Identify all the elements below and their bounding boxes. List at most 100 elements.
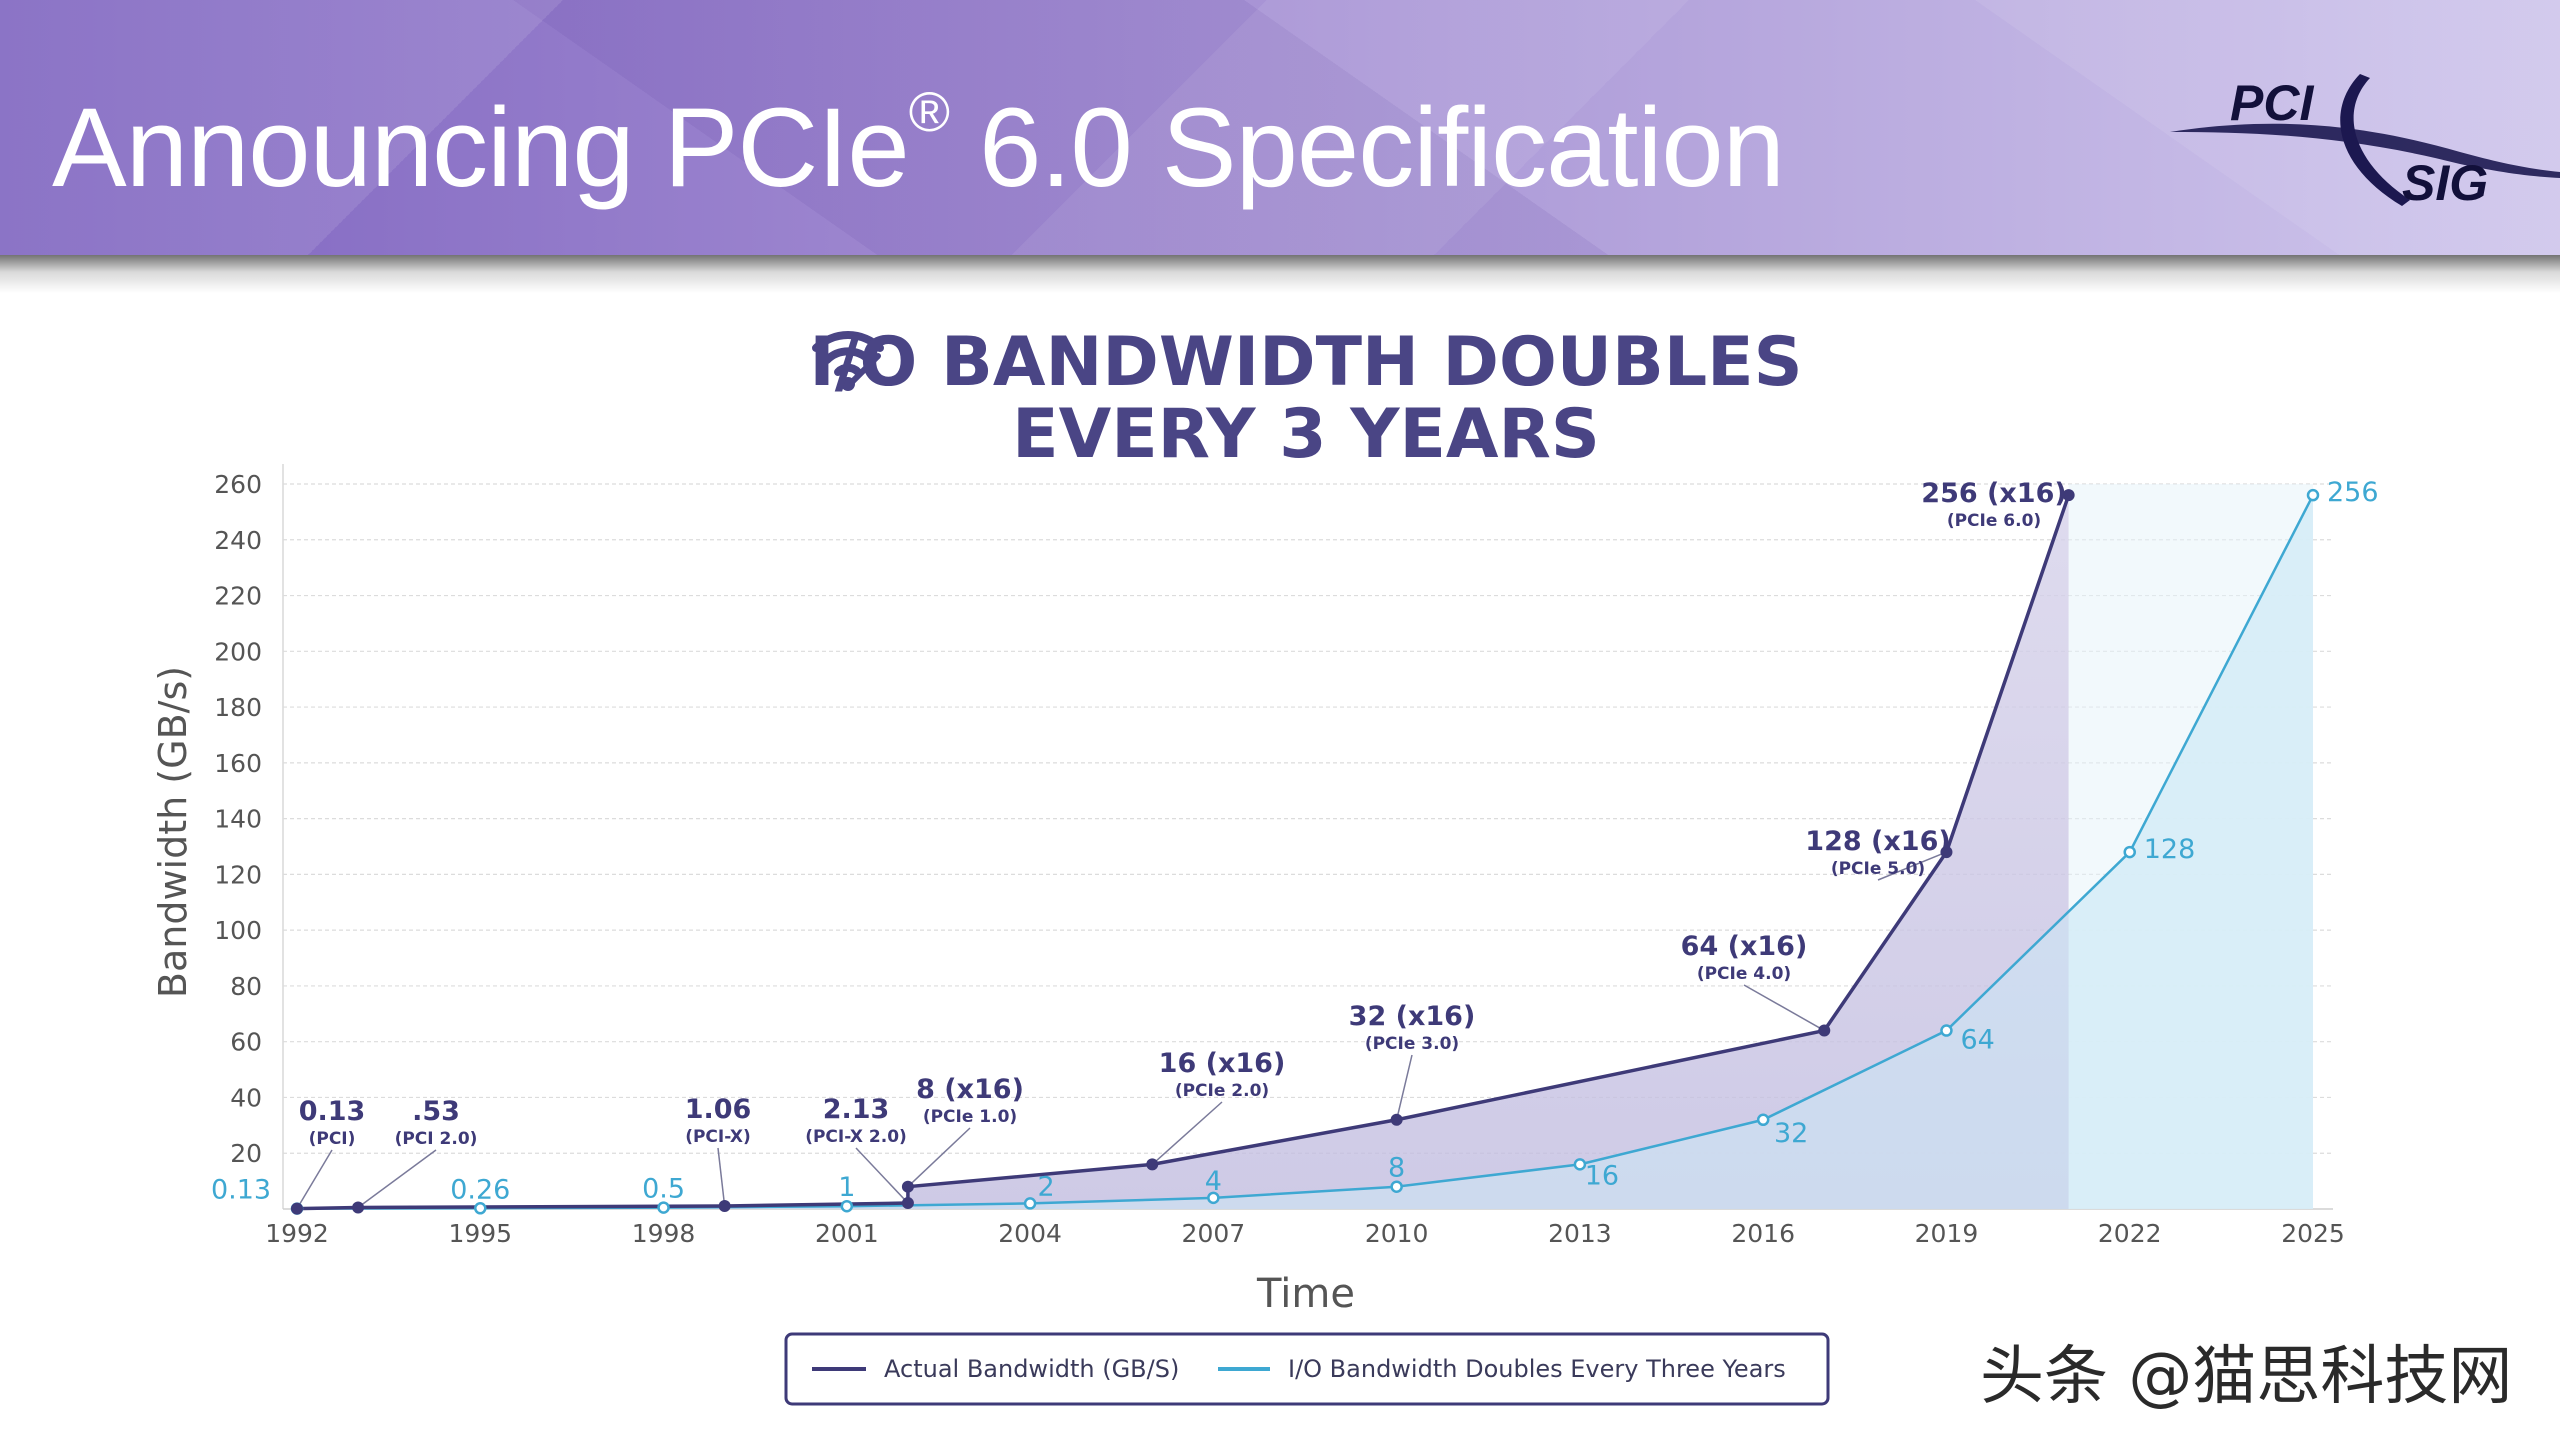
y-tick-label: 120 — [214, 860, 262, 889]
logo-text-bottom: SIG — [2402, 155, 2488, 211]
data-label-actual: 16 (x16) — [1159, 1048, 1286, 1079]
data-label-actual: 64 (x16) — [1681, 931, 1808, 962]
data-label-actual-sub: (PCI 2.0) — [395, 1129, 478, 1149]
data-label-doubling: 16 — [1585, 1160, 1619, 1191]
data-label-doubling: 0.5 — [642, 1174, 685, 1205]
data-label-doubling: 8 — [1388, 1153, 1405, 1184]
y-tick-label: 240 — [214, 526, 262, 555]
chart-title-line1: I/O BANDWIDTH DOUBLES — [809, 323, 1802, 402]
point-actual — [352, 1201, 365, 1214]
data-label-actual: 2.13 — [823, 1094, 890, 1125]
x-tick-label: 2001 — [815, 1219, 879, 1248]
y-tick-label: 140 — [214, 805, 262, 834]
leader-line — [855, 1147, 909, 1204]
leader-line — [296, 1149, 333, 1210]
data-label-doubling: 2 — [1037, 1171, 1054, 1202]
leader-line — [717, 1147, 726, 1207]
series-points — [290, 488, 2320, 1215]
chart-title: I/O BANDWIDTH DOUBLES EVERY 3 YEARS — [809, 323, 1802, 474]
y-tick-label: 220 — [214, 582, 262, 611]
data-label-actual-sub: (PCIe 5.0) — [1831, 859, 1925, 879]
legend: Actual Bandwidth (GB/S) I/O Bandwidth Do… — [784, 1332, 1830, 1406]
data-label-actual: 128 (x16) — [1805, 826, 1950, 857]
x-axis-label: Time — [1256, 1271, 1355, 1317]
x-tick-label: 1995 — [448, 1219, 512, 1248]
x-axis-ticks: 1992 1995 1998 2001 2004 2007 2010 2013 2016 2019… — [265, 1219, 2345, 1248]
point-actual — [1390, 1113, 1403, 1126]
registered-mark: ® — [908, 80, 950, 143]
point-doubling — [657, 1201, 670, 1214]
slide-title-tail: 6.0 Specification — [948, 85, 1785, 210]
annotation-leaders — [296, 851, 1947, 1210]
y-axis-ticks: 20 40 60 80 100 120 140 160 180 200 220 240 260 — [214, 470, 262, 1168]
point-actual — [1818, 1024, 1831, 1037]
data-label-doubling: 256 — [2327, 477, 2379, 508]
leader-line — [357, 1149, 437, 1209]
area-doubling-overlay — [297, 495, 2313, 1210]
slide-title-main: Announcing PCIe — [52, 85, 910, 210]
data-label-actual-sub: (PCIe 4.0) — [1697, 964, 1791, 984]
data-label-doubling: 0.13 — [211, 1175, 271, 1206]
pci-sig-logo: PCI SIG — [2170, 74, 2560, 211]
leader-line — [907, 1127, 971, 1188]
leader-line — [1395, 1054, 1413, 1120]
logo-text-top: PCI — [2230, 75, 2314, 131]
data-label-doubling: 32 — [1774, 1118, 1808, 1149]
point-actual — [718, 1200, 731, 1213]
x-tick-label: 2007 — [1182, 1219, 1246, 1248]
y-tick-label: 100 — [214, 916, 262, 945]
point-doubling — [1023, 1197, 1037, 1210]
data-label-doubling: 128 — [2144, 834, 2196, 865]
legend-label-actual: Actual Bandwidth (GB/S) — [884, 1355, 1179, 1383]
slide-header: Announcing PCIe® 6.0 Specification PCI S… — [0, 0, 2560, 255]
data-label-actual-sub: (PCIe 2.0) — [1175, 1081, 1269, 1101]
data-label-actual-sub: (PCIe 1.0) — [923, 1107, 1017, 1127]
data-label-actual-sub: (PCIe 3.0) — [1365, 1034, 1459, 1054]
y-tick-label: 160 — [214, 749, 262, 778]
x-tick-label: 2010 — [1365, 1219, 1429, 1248]
leader-line — [1743, 984, 1825, 1032]
bandwidth-chart: I/O BANDWIDTH DOUBLES EVERY 3 YEARS 2040… — [151, 323, 2379, 1406]
point-actual — [901, 1197, 914, 1210]
y-axis-label: Bandwidth (GB/s) — [151, 666, 195, 998]
data-label-doubling: 0.26 — [450, 1174, 510, 1205]
x-tick-label: 2022 — [2098, 1219, 2162, 1248]
data-label-actual: .53 — [412, 1096, 460, 1127]
y-tick-label: 60 — [230, 1028, 262, 1057]
data-label-actual-sub: (PCI-X 2.0) — [805, 1127, 907, 1147]
point-doubling — [1940, 1024, 1953, 1037]
data-label-actual-sub: (PCI-X) — [685, 1127, 751, 1147]
point-doubling — [2306, 488, 2320, 502]
logo-swoosh — [2170, 123, 2560, 178]
header-shadow — [0, 255, 2560, 293]
point-actual — [2062, 489, 2075, 502]
point-doubling — [1390, 1180, 1403, 1193]
data-label-doubling: 4 — [1205, 1166, 1222, 1197]
point-doubling — [474, 1202, 487, 1215]
data-label-actual: 32 (x16) — [1349, 1001, 1476, 1032]
data-labels: 0.13 0.26 0.5 1 2 4 8 1632641282560.13(PCI).53(… — [211, 477, 2379, 1205]
y-tick-label: 200 — [214, 637, 262, 666]
data-label-actual: 0.13 — [299, 1096, 366, 1127]
x-tick-label: 2013 — [1548, 1219, 1612, 1248]
point-doubling — [1207, 1191, 1220, 1205]
point-doubling — [1573, 1158, 1587, 1171]
data-label-doubling: 64 — [1960, 1025, 1994, 1056]
point-doubling — [2123, 845, 2136, 859]
watermark: 头条 @猫思科技网 — [1980, 1340, 2513, 1414]
wifi-signal-icon — [812, 331, 884, 391]
data-label-actual: 256 (x16) — [1921, 478, 2066, 509]
y-tick-label: 260 — [214, 470, 262, 499]
y-tick-label: 180 — [214, 693, 262, 722]
line-actual — [296, 494, 2071, 1211]
series-areas — [297, 484, 2313, 1210]
data-label-actual: 1.06 — [685, 1094, 752, 1125]
x-tick-label: 1998 — [632, 1219, 696, 1248]
data-label-actual: 8 (x16) — [916, 1074, 1024, 1105]
point-actual — [1940, 846, 1953, 859]
data-label-actual-sub: (PCI) — [309, 1129, 356, 1149]
point-doubling — [840, 1199, 854, 1213]
x-tick-label: 2019 — [1915, 1219, 1979, 1248]
x-tick-label: 2016 — [1731, 1219, 1795, 1248]
point-doubling — [1756, 1113, 1770, 1127]
